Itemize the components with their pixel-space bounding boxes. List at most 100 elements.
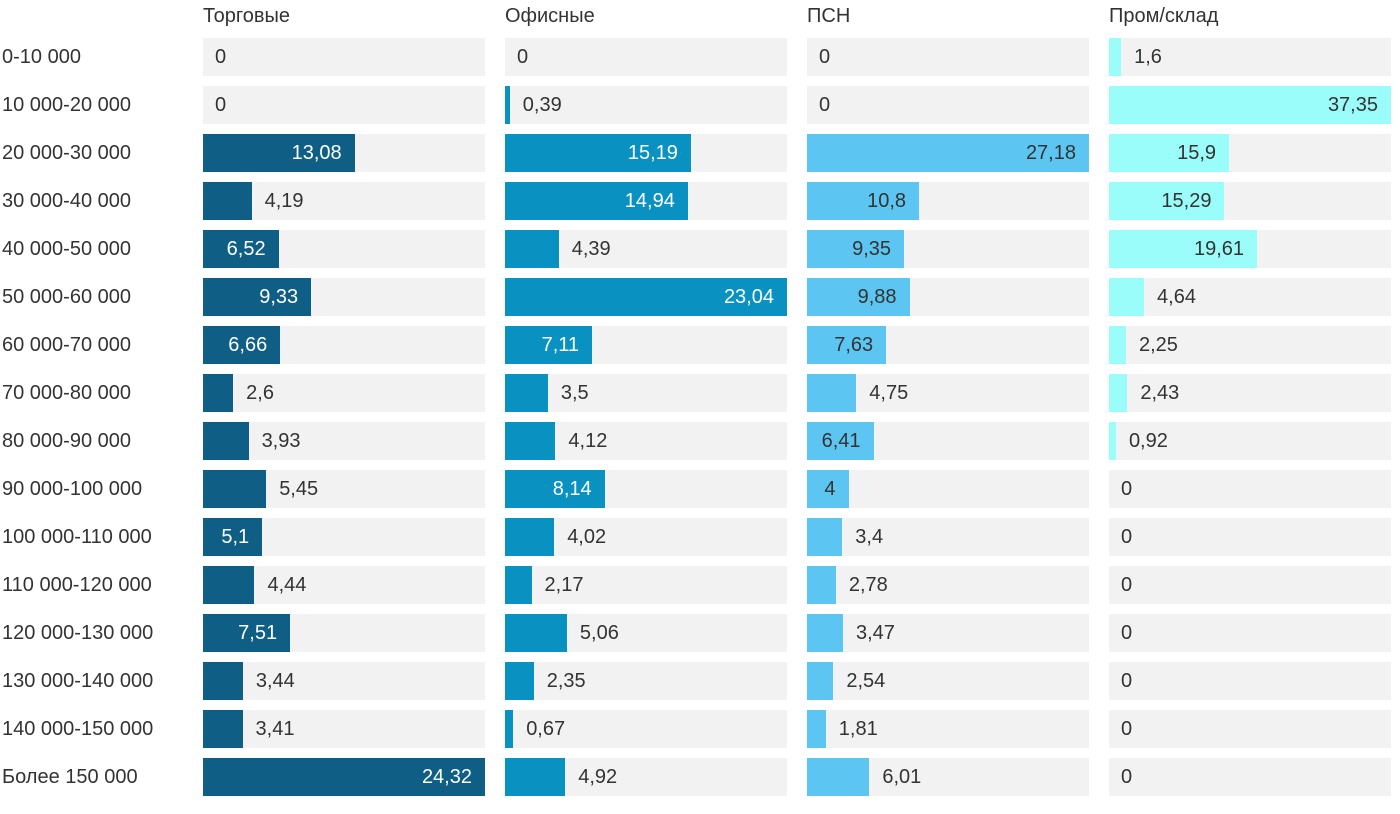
bar [203, 134, 355, 172]
value-label: 3,93 [261, 430, 301, 452]
value-label: 2,17 [544, 574, 584, 596]
bar [1109, 134, 1230, 172]
header-spacer [0, 0, 183, 38]
bar [505, 422, 556, 460]
bar-track: 0 [1109, 758, 1391, 796]
bar-track: 5,45 [203, 470, 485, 508]
bar-track: 2,54 [807, 662, 1089, 700]
bar-track: 2,78 [807, 566, 1089, 604]
bar [807, 662, 834, 700]
chart-row: 10 000-20 000 0 0,39 0 37,35 [0, 86, 1391, 124]
bar [505, 470, 605, 508]
bar-track: 0 [807, 86, 1089, 124]
value-label: 0 [1121, 766, 1133, 788]
value-label: 6,01 [882, 766, 922, 788]
bar-track: 2,35 [505, 662, 787, 700]
bar-track: 7,51 [203, 614, 485, 652]
value-label: 9,88 [857, 286, 897, 308]
bar-track: 9,33 [203, 278, 485, 316]
bar-track: 13,08 [203, 134, 485, 172]
bar [1109, 422, 1116, 460]
bar [505, 566, 532, 604]
value-label: 4,64 [1157, 286, 1196, 308]
bar [203, 518, 263, 556]
value-label: 10,8 [867, 190, 907, 212]
value-label: 5,06 [579, 622, 619, 644]
bar [203, 278, 312, 316]
bar [505, 374, 548, 412]
value-label: 6,66 [228, 334, 268, 356]
value-label: 0 [1121, 526, 1133, 548]
bar-track: 0,92 [1109, 422, 1391, 460]
chart-row: 120 000-130 000 7,51 5,06 3,47 0 [0, 614, 1391, 652]
bar [807, 710, 826, 748]
value-label: 0 [819, 94, 831, 116]
value-label: 24,32 [421, 766, 472, 788]
bar-track: 6,41 [807, 422, 1089, 460]
bar-track: 5,1 [203, 518, 485, 556]
value-label: 2,54 [846, 670, 886, 692]
bar [807, 182, 920, 220]
chart-row: 30 000-40 000 4,19 14,94 10,8 15,29 [0, 182, 1391, 220]
bar-track: 14,94 [505, 182, 787, 220]
value-label: 0 [1121, 478, 1133, 500]
value-label: 15,19 [627, 142, 678, 164]
bar-track: 9,35 [807, 230, 1089, 268]
series-header-ofisnye: Офисные [505, 5, 595, 27]
bar [1109, 278, 1145, 316]
bar [505, 758, 566, 796]
value-label: 1,6 [1134, 46, 1162, 68]
bar-track: 0 [1109, 566, 1391, 604]
category-label: Более 150 000 [2, 766, 138, 788]
bar [505, 230, 559, 268]
bar [807, 134, 1089, 172]
bar [203, 758, 485, 796]
value-label: 2,78 [848, 574, 888, 596]
value-label: 15,9 [1177, 142, 1217, 164]
category-label: 50 000-60 000 [2, 286, 132, 308]
bar-track: 6,52 [203, 230, 485, 268]
value-label: 4,75 [869, 382, 909, 404]
category-label: 70 000-80 000 [2, 382, 132, 404]
bar-track: 1,81 [807, 710, 1089, 748]
bar [1109, 38, 1122, 76]
bar-track: 4 [807, 470, 1089, 508]
category-label: 10 000-20 000 [2, 94, 132, 116]
bar-track: 3,47 [807, 614, 1089, 652]
category-label: 80 000-90 000 [2, 430, 132, 452]
bar-track: 4,75 [807, 374, 1089, 412]
category-label: 0-10 000 [2, 46, 81, 68]
bar [505, 326, 593, 364]
bar-track: 15,9 [1109, 134, 1391, 172]
bar [505, 134, 691, 172]
value-label: 3,44 [255, 670, 295, 692]
chart-row: Более 150 000 24,32 4,92 6,01 0 [0, 758, 1391, 796]
value-label: 1,81 [838, 718, 878, 740]
value-label: 2,35 [546, 670, 586, 692]
chart-row: 60 000-70 000 6,66 7,11 7,63 2,25 [0, 326, 1391, 364]
bar [807, 566, 836, 604]
bar [807, 422, 874, 460]
bar [1109, 326, 1126, 364]
bar [1109, 182, 1225, 220]
value-label: 3,5 [560, 382, 589, 404]
bar [203, 470, 267, 508]
value-label: 4,44 [267, 574, 307, 596]
value-label: 4,02 [567, 526, 607, 548]
value-label: 0 [215, 94, 227, 116]
bar [203, 230, 279, 268]
bar-track: 15,29 [1109, 182, 1391, 220]
bar-track: 4,39 [505, 230, 787, 268]
bar-track: 2,43 [1109, 374, 1391, 412]
value-label: 14,94 [624, 190, 675, 212]
series-header-prom-sklad: Пром/склад [1109, 5, 1219, 27]
bar [1109, 374, 1128, 412]
bar [203, 566, 255, 604]
bar-track: 3,93 [203, 422, 485, 460]
bar-track: 19,61 [1109, 230, 1391, 268]
bar-track: 6,66 [203, 326, 485, 364]
value-label: 2,43 [1140, 382, 1180, 404]
bar-track: 4,64 [1109, 278, 1391, 316]
bar [505, 86, 510, 124]
value-label: 6,52 [226, 238, 266, 260]
